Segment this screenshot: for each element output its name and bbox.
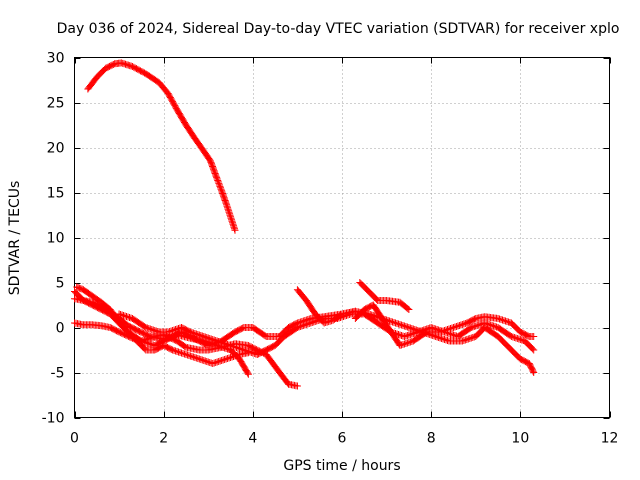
y-tick-label: 10 [47,231,65,247]
data-point [530,369,538,376]
series-track-f [293,286,538,376]
data-point [405,306,413,313]
y-tick-label: -5 [51,366,65,382]
data-point [215,179,223,187]
data-point [215,181,223,189]
x-axis-label: GPS time / hours [283,458,400,474]
y-tick-label: 15 [47,186,65,202]
y-tick-label: 5 [56,276,65,292]
data-point [231,226,239,234]
data-point [213,175,221,183]
data-point [217,184,225,192]
data-point [216,182,224,190]
data-point [213,174,221,182]
data-point [244,370,252,378]
x-tick-label: 6 [338,431,347,447]
x-tick-label: 10 [511,431,529,447]
grid-lines [74,57,610,418]
y-tick-label: 0 [56,321,65,337]
y-axis-ticks: -10 -5 0 5 10 15 20 25 30 [42,51,610,427]
y-tick-label: 20 [47,141,65,157]
data-point [529,367,537,375]
data-point [293,382,301,390]
y-tick-label: 25 [47,96,65,112]
x-tick-label: 4 [248,431,257,447]
series-track-h [351,301,538,349]
x-tick-label: 0 [70,431,79,447]
chart-title: Day 036 of 2024, Sidereal Day-to-day VTE… [57,21,620,37]
data-series [71,59,538,390]
data-point [404,305,412,313]
y-tick-label: -10 [42,411,65,427]
x-tick-label: 12 [601,431,619,447]
data-point [530,346,538,354]
data-point [214,178,222,186]
data-point [244,369,252,377]
x-tick-label: 8 [427,431,436,447]
x-axis-ticks: 0 2 4 6 8 10 12 [70,57,619,447]
y-axis-label: SDTVAR / TECUs [7,181,23,296]
series-track-g [356,279,413,313]
data-point [530,333,538,340]
series-track-high [84,59,239,234]
data-point [529,345,537,353]
data-point [217,185,225,193]
data-point [214,176,222,184]
x-tick-label: 2 [159,431,168,447]
y-tick-label: 30 [47,51,65,67]
